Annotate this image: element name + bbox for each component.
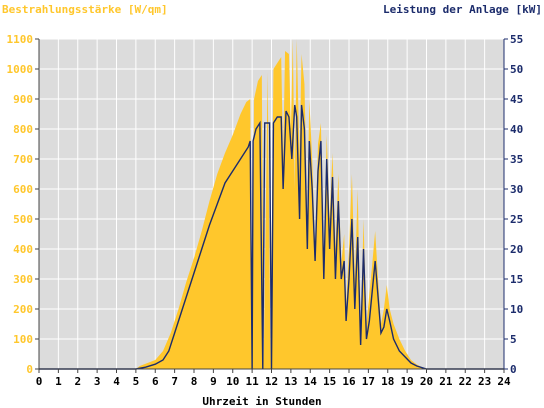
x-tick-label: 13: [284, 375, 297, 388]
right-tick-label: 55: [510, 33, 523, 46]
left-tick-label: 800: [13, 123, 33, 136]
right-tick-label: 10: [510, 303, 523, 316]
x-tick-label: 0: [36, 375, 43, 388]
right-axis-title: Leistung der Anlage [kW]: [383, 3, 542, 16]
left-tick-label: 200: [13, 303, 33, 316]
right-tick-label: 45: [510, 93, 523, 106]
left-tick-label: 600: [13, 183, 33, 196]
x-tick-label: 8: [191, 375, 198, 388]
x-tick-label: 16: [342, 375, 356, 388]
right-tick-label: 20: [510, 243, 523, 256]
x-axis-title: Uhrzeit in Stunden: [202, 395, 321, 408]
x-tick-label: 3: [94, 375, 101, 388]
x-tick-label: 18: [381, 375, 394, 388]
x-tick-label: 22: [459, 375, 472, 388]
x-tick-label: 7: [171, 375, 178, 388]
left-tick-label: 100: [13, 333, 33, 346]
x-tick-label: 19: [401, 375, 414, 388]
x-tick-label: 23: [478, 375, 491, 388]
x-tick-label: 21: [439, 375, 453, 388]
x-tick-label: 1: [55, 375, 62, 388]
left-axis-ticks: 0 100 200 300 400 500 600 700 800 900 1000 1100: [7, 33, 39, 376]
x-tick-label: 10: [226, 375, 239, 388]
right-tick-label: 15: [510, 273, 523, 286]
right-tick-label: 5: [510, 333, 517, 346]
right-tick-label: 30: [510, 183, 523, 196]
left-tick-label: 400: [13, 243, 33, 256]
left-axis-title: Bestrahlungsstärke [W/qm]: [2, 3, 168, 16]
x-axis-ticks: 0 1 2 3 4 5 6 7 8 9 10 11 12 13 14 15 16 17 18 19 20 21 22 23 24: [36, 369, 511, 388]
x-tick-label: 9: [210, 375, 217, 388]
left-tick-label: 500: [13, 213, 33, 226]
left-tick-label: 900: [13, 93, 33, 106]
x-tick-label: 6: [152, 375, 159, 388]
left-tick-label: 0: [26, 363, 33, 376]
power-line: [39, 104, 504, 370]
x-tick-label: 15: [323, 375, 336, 388]
left-tick-label: 300: [13, 273, 33, 286]
left-tick-label: 1000: [7, 63, 34, 76]
left-tick-label: 1100: [7, 33, 34, 46]
right-tick-label: 40: [510, 123, 523, 136]
right-tick-label: 0: [510, 363, 517, 376]
x-tick-label: 24: [497, 375, 511, 388]
x-tick-label: 20: [420, 375, 433, 388]
left-tick-label: 700: [13, 153, 33, 166]
right-tick-label: 35: [510, 153, 523, 166]
x-tick-label: 12: [265, 375, 278, 388]
x-tick-label: 17: [362, 375, 375, 388]
x-tick-label: 2: [74, 375, 81, 388]
x-tick-label: 11: [246, 375, 260, 388]
right-tick-label: 50: [510, 63, 523, 76]
x-tick-label: 14: [304, 375, 318, 388]
x-tick-label: 4: [113, 375, 120, 388]
x-tick-label: 5: [133, 375, 140, 388]
right-tick-label: 25: [510, 213, 523, 226]
right-axis-ticks: 0 5 10 15 20 25 30 35 40 45 50 55: [504, 33, 523, 376]
